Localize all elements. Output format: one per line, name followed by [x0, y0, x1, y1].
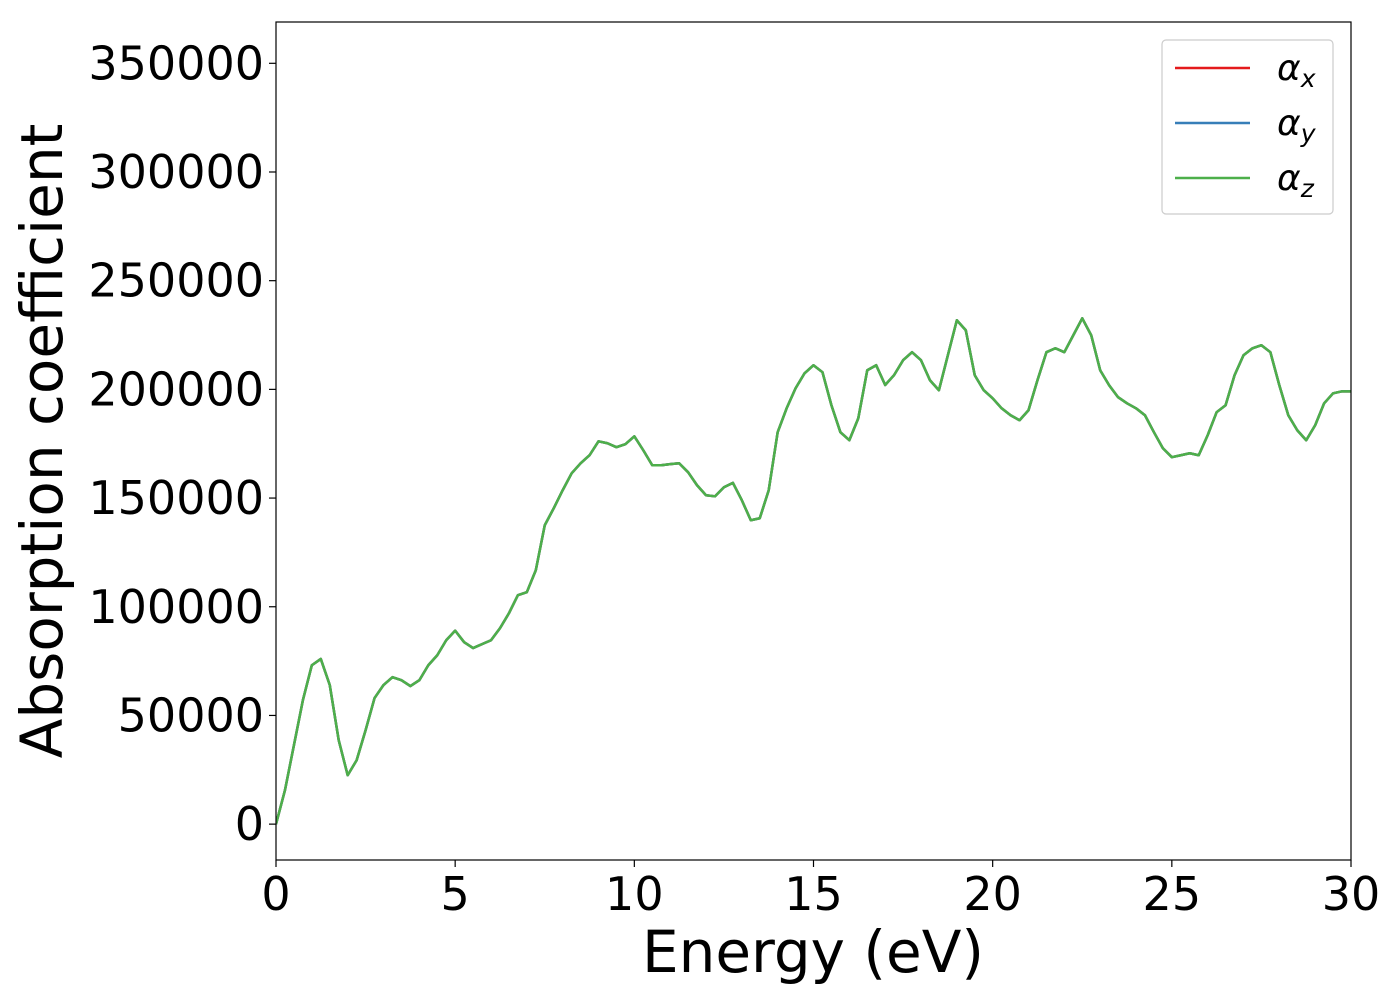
legend-label: αx — [1277, 48, 1316, 93]
x-tick-label: 20 — [963, 867, 1022, 921]
y-tick-label: 150000 — [88, 471, 264, 525]
y-tick-label: 200000 — [88, 362, 264, 416]
legend-box — [1161, 39, 1334, 215]
x-axis-label: Energy (eV) — [642, 918, 984, 986]
y-tick-label: 350000 — [88, 36, 264, 90]
x-tick-label: 0 — [261, 867, 290, 921]
y-tick-label: 50000 — [118, 688, 264, 742]
y-tick-label: 0 — [235, 797, 264, 851]
y-tick-label: 300000 — [88, 145, 264, 199]
series-line — [276, 317, 1351, 825]
legend-label: αy — [1277, 103, 1317, 148]
x-tick-label: 5 — [441, 867, 470, 921]
y-tick-label: 250000 — [88, 254, 264, 308]
x-tick-label: 25 — [1143, 867, 1202, 921]
plot-frame — [275, 21, 1352, 861]
legend-label: αz — [1277, 158, 1315, 203]
x-tick-label: 15 — [784, 867, 843, 921]
x-tick-label: 10 — [605, 867, 664, 921]
y-tick-label: 100000 — [88, 580, 264, 634]
x-tick-label: 30 — [1322, 867, 1381, 921]
y-axis-label: Absorption coefficient — [8, 124, 76, 759]
